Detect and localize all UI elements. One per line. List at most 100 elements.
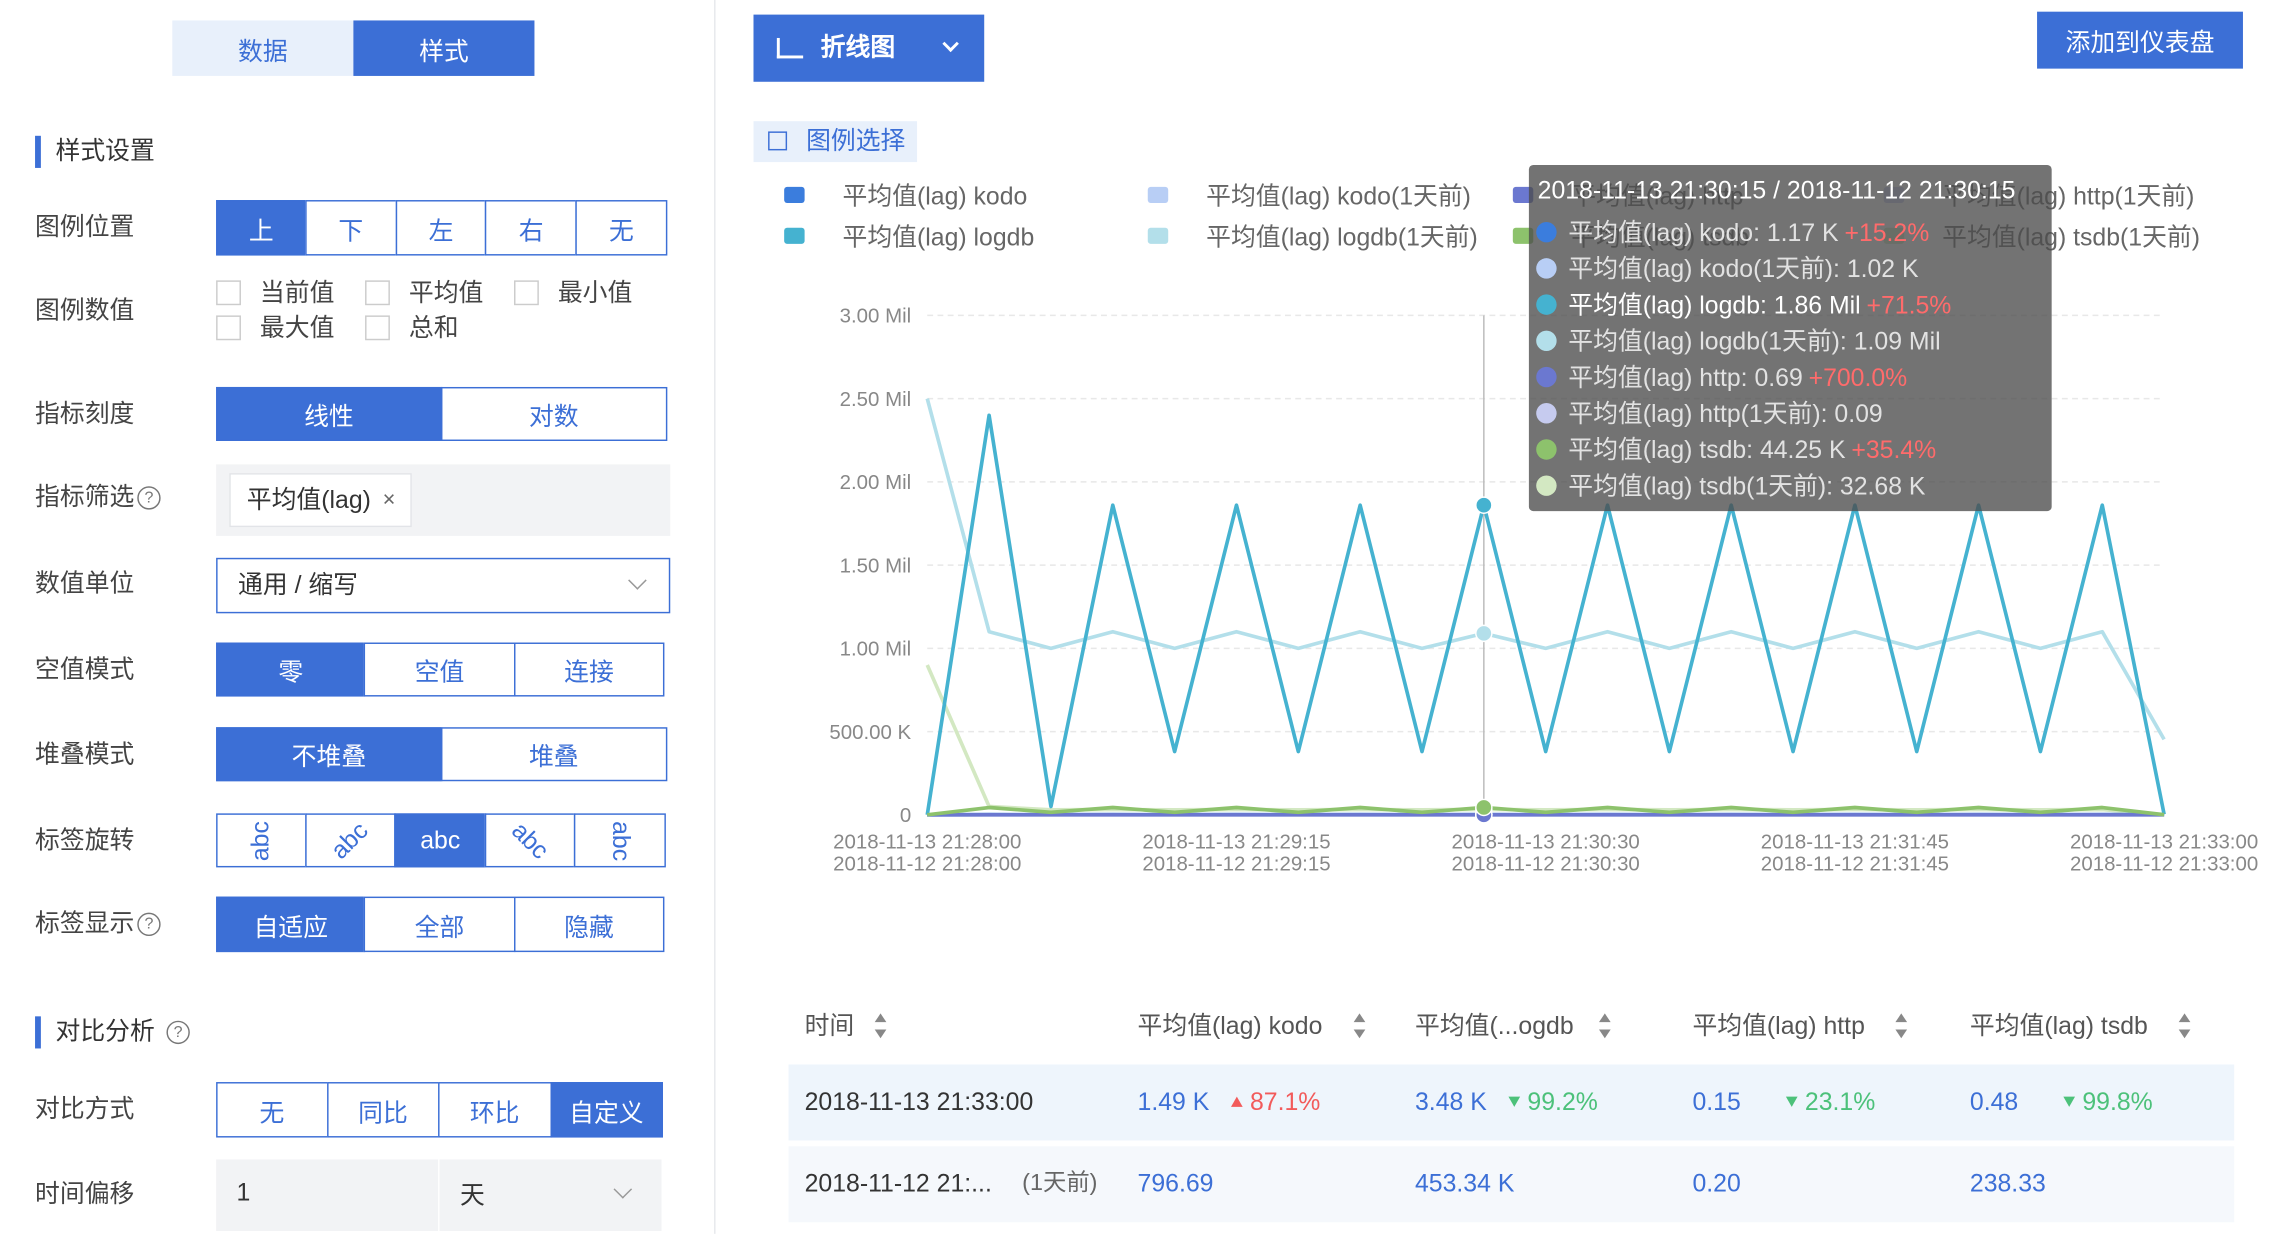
segment-button[interactable]: abc <box>304 813 397 868</box>
tab[interactable]: 样式 <box>353 20 535 76</box>
segment-label: 无 <box>609 216 634 245</box>
y-tick-label: 500.00 K <box>829 721 911 744</box>
legend-label: 平均值(lag) kodo <box>843 182 1028 210</box>
tooltip-dot <box>1536 330 1557 352</box>
field-label: 堆叠模式 <box>35 739 135 768</box>
chart-icon <box>776 37 804 59</box>
cell-value: 0.48 <box>1969 1087 2019 1116</box>
field-label: 空值模式 <box>35 654 135 683</box>
segment-label: 下 <box>338 216 364 245</box>
tooltip-dot <box>1536 403 1557 424</box>
checkbox[interactable] <box>216 315 241 341</box>
segment-button[interactable]: abc <box>394 813 486 868</box>
segment-label: 连接 <box>564 658 614 687</box>
table-header: 时间 <box>804 1011 855 1040</box>
segment-button[interactable]: 右 <box>485 200 578 256</box>
tag-close[interactable]: × <box>382 487 396 513</box>
field-label: 标签显示 <box>35 909 135 938</box>
legend-swatch <box>1147 227 1169 244</box>
segment-button[interactable]: 不堆叠 <box>216 727 442 782</box>
segment-label: 零 <box>278 658 304 687</box>
sort-icon[interactable] <box>1895 1013 1908 1023</box>
tooltip-dot <box>1536 258 1557 279</box>
offset-input[interactable]: 1 <box>216 1159 439 1231</box>
segment-button[interactable]: 对数 <box>440 386 668 441</box>
line-series <box>927 805 2165 817</box>
tooltip-item: 平均值(lag) kodo: 1.17 K +15.2% <box>1568 219 1929 247</box>
segment-button[interactable]: 自适应 <box>216 896 366 953</box>
offset-unit[interactable]: 天 <box>439 1159 662 1231</box>
segment-button[interactable]: 全部 <box>364 896 515 953</box>
sort-icon[interactable] <box>1598 1013 1611 1023</box>
segment-button[interactable]: abc <box>574 813 666 868</box>
segment-button[interactable]: 环比 <box>438 1082 552 1138</box>
chart-type-button[interactable] <box>753 14 985 82</box>
sort-icon[interactable] <box>1353 1013 1366 1023</box>
sort-icon[interactable] <box>1895 1029 1908 1039</box>
tooltip-change: +71.5% <box>1867 292 1952 319</box>
tooltip-dot <box>1536 439 1557 460</box>
checkbox[interactable] <box>216 280 241 306</box>
segment-button[interactable]: 上 <box>216 200 307 256</box>
tooltip-text: 平均值(lag) tsdb(1天前): 32.68 K <box>1568 472 1926 500</box>
tab[interactable]: 数据 <box>172 20 354 76</box>
tooltip-dot <box>1536 221 1557 243</box>
sort-icon[interactable] <box>2178 1013 2191 1023</box>
checkbox[interactable] <box>514 280 539 306</box>
segment-button[interactable]: 空值 <box>364 642 515 697</box>
segment-button[interactable]: 线性 <box>216 386 442 441</box>
add-button[interactable]: 添加到仪表盘 <box>2037 11 2243 69</box>
tooltip-text: 平均值(lag) logdb(1天前): 1.09 Mil <box>1568 328 1940 356</box>
tooltip-item: 平均值(lag) http: 0.69 +700.0% <box>1568 364 1907 392</box>
tooltip-text: 平均值(lag) http(1天前): 0.09 <box>1568 400 1882 428</box>
help-icon: ? <box>166 1020 190 1045</box>
divider <box>714 0 716 1234</box>
segment-button[interactable]: 同比 <box>326 1082 440 1138</box>
segment-label: 自定义 <box>569 1098 644 1127</box>
y-tick-label: 3.00 Mil <box>840 305 912 328</box>
segment-button[interactable]: 下 <box>304 200 397 256</box>
segment-button[interactable]: abc <box>484 813 576 868</box>
cell-note: (1天前) <box>1022 1171 1098 1196</box>
segment-button[interactable]: 零 <box>216 642 366 697</box>
tooltip-item: 平均值(lag) kodo(1天前): 1.02 K <box>1568 255 1919 283</box>
tooltip-text: 平均值(lag) kodo: 1.17 K <box>1568 219 1839 247</box>
segment-button[interactable]: 左 <box>395 200 487 256</box>
segment-button[interactable]: 堆叠 <box>440 727 668 782</box>
sort-icon[interactable] <box>874 1013 887 1023</box>
field-label: 标签旋转 <box>35 825 135 854</box>
line-series <box>925 398 2166 741</box>
x-tick-label: 2018-11-12 21:29:15 <box>1142 852 1330 875</box>
tooltip-dot <box>1536 294 1557 315</box>
segment-button[interactable]: 隐藏 <box>513 896 665 953</box>
legend-select[interactable]: 图例选择 <box>753 121 918 163</box>
unit-select[interactable]: 通用 / 缩写 <box>216 557 671 614</box>
segment-button[interactable]: 无 <box>575 200 668 256</box>
cell-value: 0.20 <box>1692 1169 1741 1198</box>
segment-label: 上 <box>248 216 274 245</box>
segment-label: 环比 <box>469 1098 520 1127</box>
hover-dot <box>1475 624 1493 643</box>
table-header: 平均值(lag) http <box>1692 1011 1865 1040</box>
checkbox[interactable] <box>365 315 390 341</box>
checkbox[interactable] <box>365 280 390 306</box>
sort-icon[interactable] <box>1353 1029 1366 1039</box>
segment-button[interactable]: abc <box>216 813 307 868</box>
segment-button[interactable]: 自定义 <box>549 1082 663 1138</box>
segment-label: 无 <box>259 1098 285 1127</box>
sort-icon[interactable] <box>1598 1029 1611 1039</box>
table-header: 平均值(lag) tsdb <box>1969 1011 2148 1040</box>
change-value: 87.1% <box>1249 1087 1321 1116</box>
cell-value: 796.69 <box>1137 1169 1214 1198</box>
field-label: 数值单位 <box>35 569 135 598</box>
help-icon: ? <box>137 912 161 937</box>
cell-value: 1.49 K <box>1137 1087 1210 1116</box>
segment-button[interactable]: 连接 <box>513 642 665 697</box>
change-value: 99.8% <box>2082 1087 2153 1116</box>
sort-icon[interactable] <box>874 1029 887 1039</box>
segment-button[interactable]: 无 <box>216 1082 328 1138</box>
x-tick-label: 2018-11-13 21:33:00 <box>2070 830 2258 853</box>
section-bar <box>35 1016 41 1049</box>
sort-icon[interactable] <box>2178 1029 2191 1039</box>
